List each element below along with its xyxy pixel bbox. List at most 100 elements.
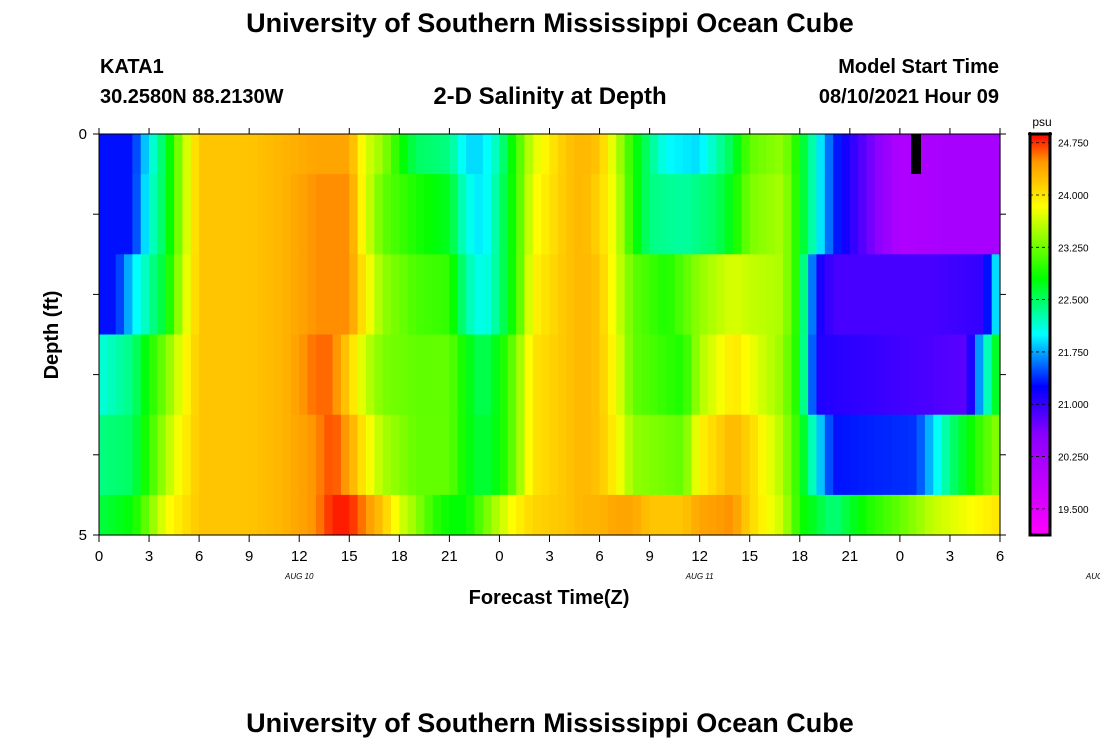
heatmap-cell [699, 334, 709, 416]
heatmap-cell [991, 254, 1001, 336]
heatmap-cell [974, 494, 984, 536]
heatmap-cell [374, 134, 384, 175]
colorbar-tick-label: 19.500 [1058, 505, 1089, 516]
heatmap-cell [582, 414, 592, 496]
heatmap-cell [632, 494, 642, 536]
heatmap-cell [566, 134, 576, 175]
heatmap-cell [557, 174, 567, 255]
heatmap-cell [416, 334, 425, 416]
colorbar-top-marker [1028, 132, 1032, 136]
heatmap-cell [899, 254, 909, 336]
heatmap-cell [115, 334, 125, 416]
heatmap-cell [307, 134, 317, 175]
heatmap-cell [916, 174, 926, 255]
heatmap-cell [274, 334, 284, 416]
heatmap-cell [666, 254, 676, 336]
heatmap-cell [365, 254, 375, 336]
heatmap-cell [841, 254, 851, 336]
x-tick-label: 0 [495, 548, 503, 565]
plot-title: 2-D Salinity at Depth [433, 83, 667, 110]
heatmap-cell [974, 254, 984, 336]
heatmap-cell [749, 494, 759, 536]
heatmap-cell [474, 254, 484, 336]
x-tick-label: 6 [195, 548, 203, 565]
x-tick-label: 18 [791, 548, 808, 565]
heatmap-cell [599, 414, 609, 496]
heatmap-cell [390, 414, 400, 496]
heatmap-cell [182, 134, 192, 175]
heatmap-cell [774, 134, 784, 175]
heatmap-cell [791, 414, 801, 496]
heatmap-cell [958, 414, 968, 496]
heatmap-cell [574, 334, 584, 416]
heatmap-cell [149, 494, 158, 536]
heatmap-cell [207, 174, 217, 255]
heatmap-cell [891, 134, 901, 175]
heatmap-cell [708, 494, 717, 536]
colorbar: psu 24.750 24.000 23.250 22.500 21.750 21.000… [1028, 115, 1089, 537]
heatmap-cell [324, 174, 334, 255]
heatmap-cell [457, 414, 467, 496]
heatmap-cell [507, 414, 517, 496]
heatmap-cell [190, 334, 200, 416]
heatmap-cell [616, 254, 626, 336]
heatmap-cell [174, 134, 184, 175]
heatmap-cell [299, 174, 309, 255]
heatmap-cell [908, 174, 918, 255]
heatmap-cell [833, 254, 843, 336]
station-coordinates: 30.2580N 88.2130W [100, 86, 284, 108]
colorbar-tick-label: 20.250 [1058, 453, 1089, 464]
heatmap-cell [949, 334, 959, 416]
heatmap-cell [240, 254, 250, 336]
heatmap-cell [624, 414, 634, 496]
heatmap-cell [349, 134, 359, 175]
heatmap-cell [190, 494, 200, 536]
footer-title: University of Southern Mississippi Ocean… [246, 708, 854, 738]
heatmap-cell [274, 494, 284, 536]
heatmap-cell [849, 134, 859, 175]
heatmap-cell [599, 254, 609, 336]
heatmap-cell [682, 254, 692, 336]
heatmap-cell [741, 254, 751, 336]
x-tick-label: 15 [741, 548, 758, 565]
heatmap-cell [983, 414, 993, 496]
heatmap-cell [199, 414, 209, 496]
heatmap-cell [482, 174, 492, 255]
heatmap-cell [849, 174, 859, 255]
heatmap-cell [974, 134, 984, 175]
heatmap-cell [524, 494, 534, 536]
heatmap-cell [699, 254, 709, 336]
heatmap-cell [149, 134, 158, 175]
heatmap-cell [232, 494, 242, 536]
heatmap-cell [124, 134, 133, 175]
heatmap-cell [257, 134, 267, 175]
heatmap-cell [315, 174, 325, 255]
heatmap-cell [507, 134, 517, 175]
heatmap-cell [632, 414, 642, 496]
heatmap-cell [457, 334, 467, 416]
heatmap-cell [899, 494, 909, 536]
heatmap-cell [674, 174, 684, 255]
heatmap-cell [215, 334, 225, 416]
heatmap-cell [115, 414, 125, 496]
heatmap-cell [666, 334, 676, 416]
heatmap-cell [107, 334, 117, 416]
heatmap-cell [766, 494, 776, 536]
heatmap-cell [290, 414, 300, 496]
heatmap-cell [691, 174, 701, 255]
heatmap-cell [708, 134, 717, 175]
heatmap-cell [916, 414, 926, 496]
heatmap-cell [632, 174, 642, 255]
heatmap-cell [541, 334, 551, 416]
heatmap-cell [140, 174, 150, 255]
heatmap-cell [132, 174, 142, 255]
heatmap-cell [240, 494, 250, 536]
heatmap-cell [891, 414, 901, 496]
heatmap-cell [165, 254, 175, 336]
heatmap-cell [107, 414, 117, 496]
heatmap-cell [357, 334, 367, 416]
heatmap-cell [949, 134, 959, 175]
heatmap-cell [149, 174, 158, 255]
heatmap-cell [591, 174, 601, 255]
